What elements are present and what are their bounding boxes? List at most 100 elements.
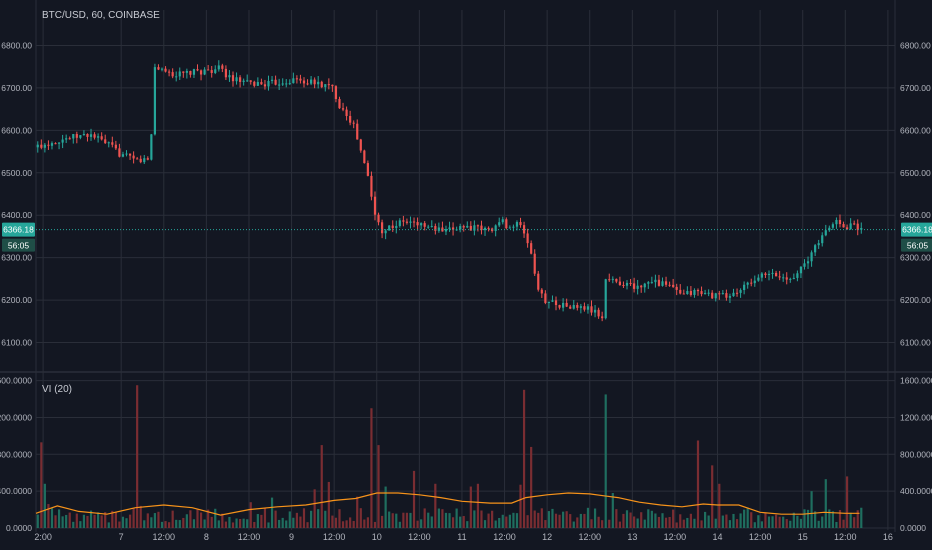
price-tick-label-left: 6400.00 [1,210,32,220]
volume-bar [466,521,469,528]
volume-bar [334,517,338,528]
candle-body [625,282,629,286]
candle-body [664,281,668,285]
volume-bar [370,408,373,528]
volume-bar [68,512,71,528]
volume-bar [569,514,572,528]
volume-bar [299,516,302,528]
candle-body [402,220,405,222]
volume-bar [636,518,639,528]
price-tick-label-right: 6500.00 [900,168,931,178]
candle-body [146,158,149,160]
candle-body [778,276,781,278]
volume-tick-label-right: 800.0000 [900,449,932,459]
candle-body [576,305,579,308]
volume-bar [821,516,824,528]
candle-body [359,139,362,151]
candle-body [696,289,700,292]
price-tick-label-right: 6100.00 [900,338,931,348]
candle-body [774,272,778,277]
volume-bar [459,516,462,528]
candle-body [317,81,320,85]
volume-bar [533,510,536,528]
candle-body [366,163,369,176]
candle-body [547,301,551,303]
volume-tick-label-right: 400.0000 [900,486,932,496]
volume-bar [650,510,653,528]
price-tick-label-left: 6300.00 [1,253,32,263]
volume-bar [817,520,820,528]
candle-body [412,221,416,223]
candle-body [228,75,231,78]
candle-body [217,65,220,70]
time-tick-label: 12:00 [153,532,176,542]
volume-bar [473,510,476,528]
candle-body [618,281,622,286]
candle-body [246,80,249,82]
candle-body [100,136,103,140]
volume-bar [189,510,192,528]
volume-bar [682,519,685,528]
candle-body [789,278,792,280]
candle-body [274,79,277,85]
volume-bar [743,509,746,528]
candle-body [451,227,455,230]
volume-bar [814,511,817,528]
candle-body [540,289,543,294]
volume-bar [711,465,714,528]
volume-bar [82,514,86,528]
volume-bar [608,519,611,528]
candle-body [643,283,646,288]
candle-body [714,293,717,299]
volume-bar [451,517,455,528]
candle-body [633,283,636,289]
volume-bar [363,519,366,528]
candle-body [363,150,366,164]
volume-bar [806,509,810,528]
candle-body [221,65,224,69]
candle-body [551,300,554,302]
price-tick-label-left: 6100.00 [1,338,32,348]
volume-tick-label-left: 400.0000 [0,486,32,496]
volume-bar [146,513,149,528]
volume-bar [512,512,515,528]
candle-body [799,266,803,274]
volume-bar [160,521,164,528]
volume-bar [121,516,125,528]
price-tick-label-right: 6800.00 [900,40,931,50]
price-tick-label-left: 6500.00 [1,168,32,178]
candle-body [821,235,824,244]
volume-bar [295,512,298,528]
candle-body [427,226,430,228]
volume-bar [767,516,771,528]
volume-bar [764,512,767,528]
candle-body [757,277,760,281]
volume-bar [860,507,863,528]
price-tick-label-right: 6400.00 [900,210,931,220]
candle-body [725,293,728,298]
volume-bar [153,513,157,528]
countdown-badge-left [2,238,35,252]
candle-body [380,222,384,234]
candle-body [164,68,167,72]
candle-body [771,272,774,274]
candle-body [175,76,178,78]
volume-bar [562,511,565,528]
candle-body [853,223,856,225]
volume-bar [292,517,295,528]
volume-bar [36,514,39,528]
candle-body [189,70,192,75]
last-price-label-left: 6366.18 [3,225,34,235]
volume-bar [338,509,341,528]
candle-body [267,80,270,87]
time-tick-label: 7 [119,532,124,542]
candle-body [739,290,742,293]
candle-body [459,226,462,230]
candle-body [114,144,117,149]
candle-body [239,77,242,82]
candle-body [40,144,43,148]
volume-bar [611,492,614,528]
candle-body [309,79,313,84]
candle-body [111,142,114,145]
